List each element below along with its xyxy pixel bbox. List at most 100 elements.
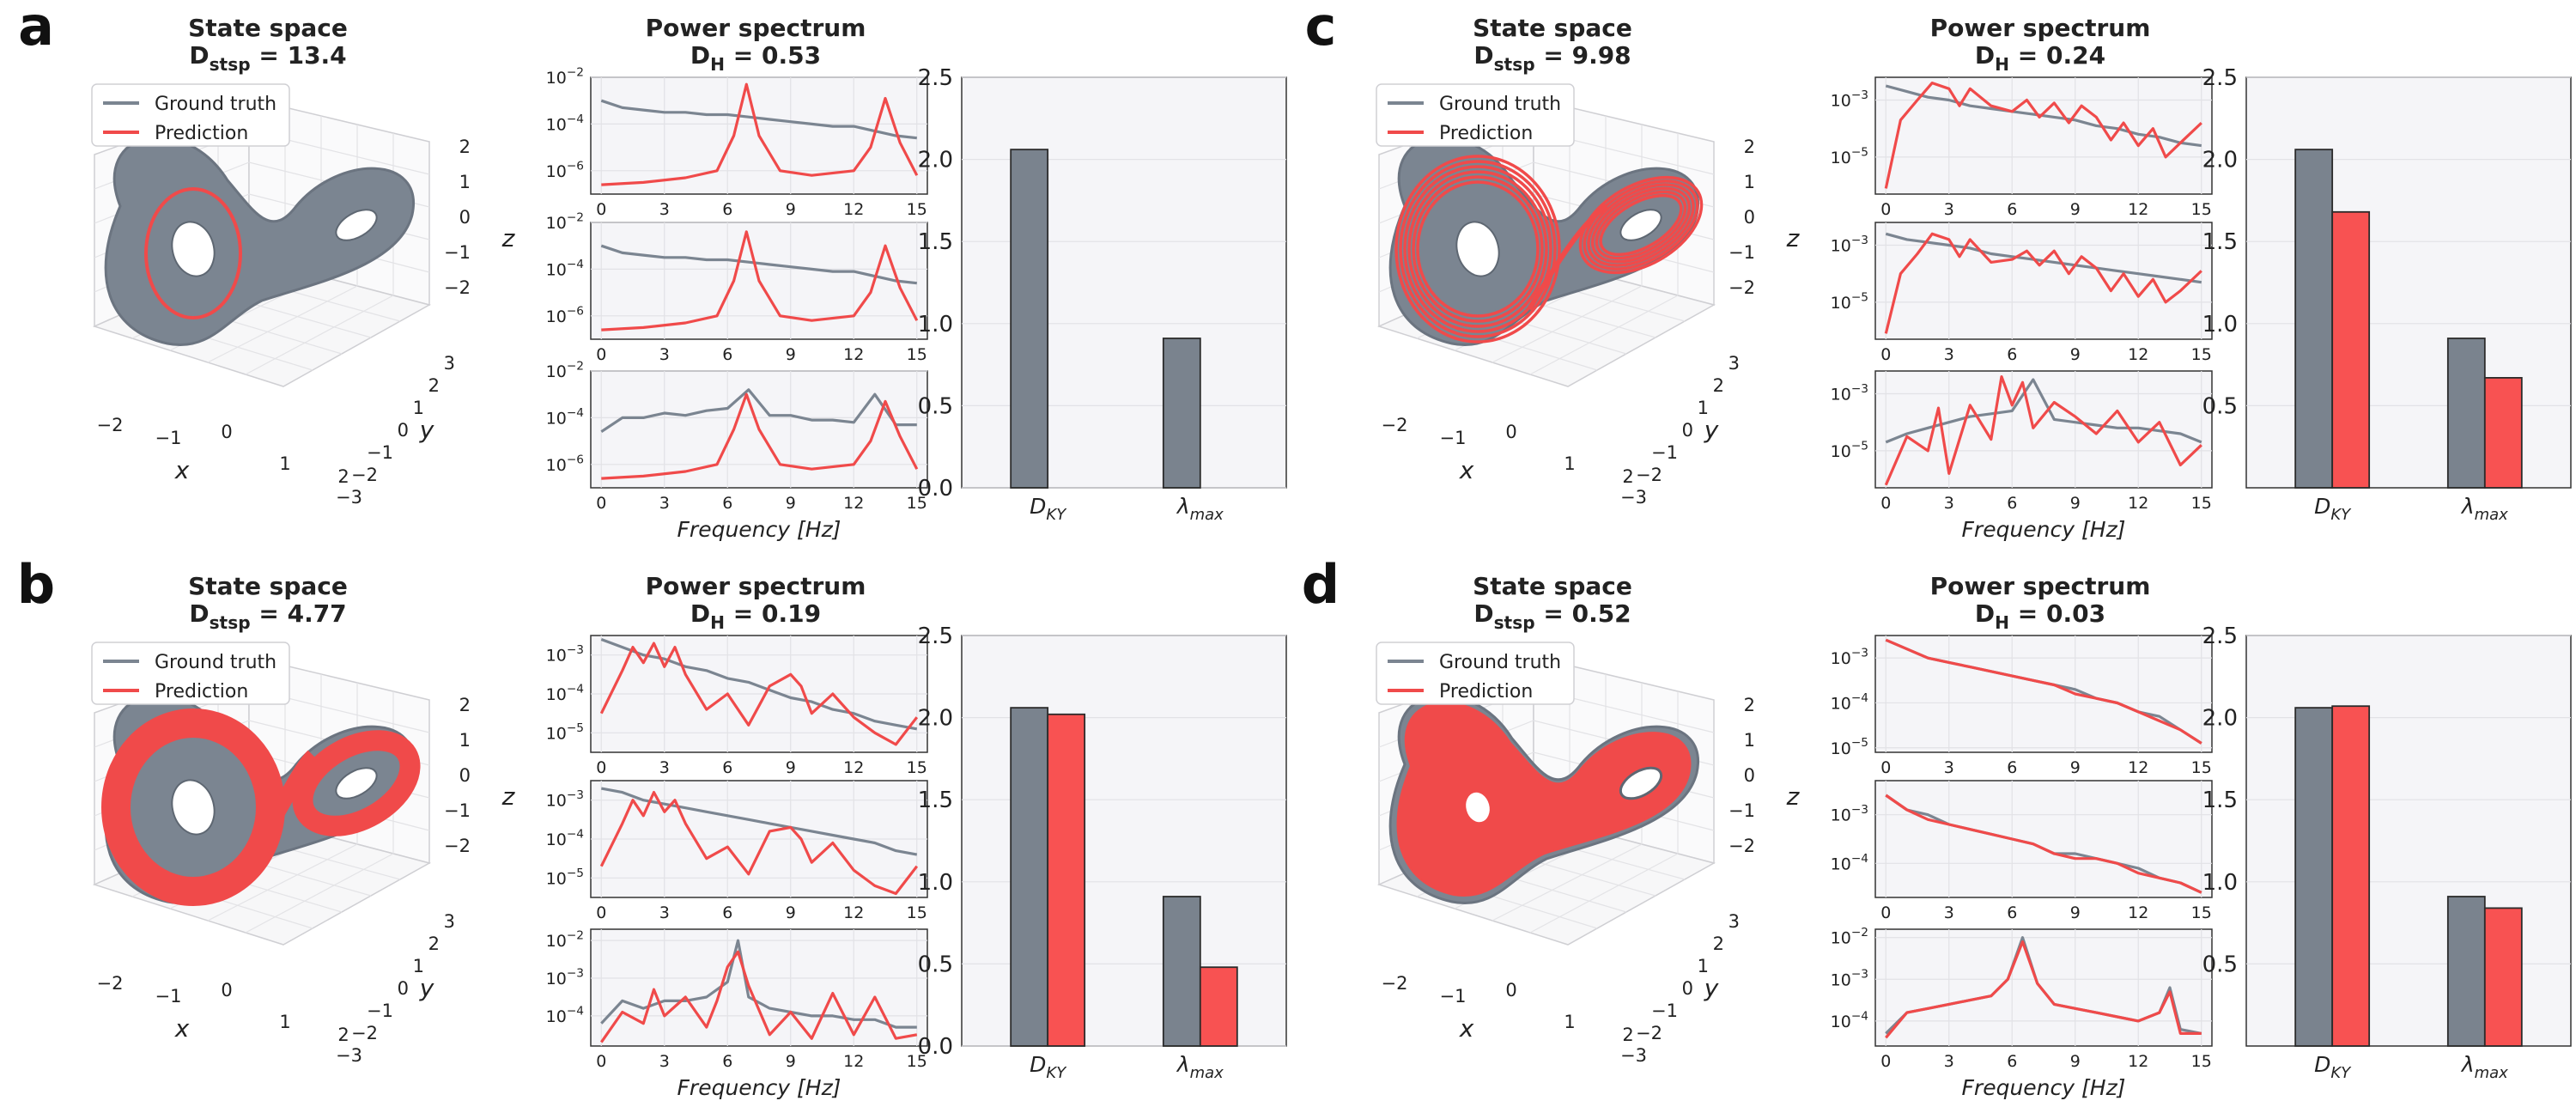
x-tick-label: 0 [596,494,606,513]
frequency-axis-label: Frequency [Hz] [1962,517,2126,542]
x-tick-label: 9 [2070,1052,2081,1071]
prediction-loop [1416,180,1540,318]
y-tick-label-base: 10 [1831,92,1851,111]
y-tick-label: 1.5 [918,788,953,813]
prediction-bar [2331,210,2371,489]
ground-truth-spectrum-line [601,787,918,856]
legend-box [1376,642,1575,705]
bar-category-label: DKY [1030,1052,1067,1082]
bar-category-label-sub: max [1190,1064,1224,1082]
prediction-spectrum-line [601,230,919,331]
dh-metric-value: = 0.53 [725,41,821,70]
prediction-loop [1599,193,1683,257]
y-tick-label: 1.0 [2202,870,2238,896]
ground-truth-spectrum-line [600,638,918,731]
prediction-spectrum-line [1885,940,2202,1039]
prediction-trajectory [1527,204,1608,311]
x-tick-label: 6 [722,758,732,777]
prediction-spectrum-line [1884,81,2202,189]
x-tick-label: 3 [659,200,670,219]
x-tick-label: 6 [722,494,732,513]
y-tick-label: 10−5 [546,867,584,889]
y-tick-label-exp: −5 [1851,439,1868,453]
x-tick-label: 2 [337,1025,349,1045]
y-tick-label-exp: −3 [1851,803,1868,817]
y-tick-label: 10−5 [1831,736,1868,758]
prediction-spectrum-line [601,82,919,186]
x-tick-label: 0 [1880,903,1891,922]
x-axis-label: x [1459,1014,1474,1043]
z-axis-label: z [501,782,516,811]
y-tick-label: −2 [1636,465,1662,485]
y-tick-label-exp: −5 [1851,145,1868,159]
dstsp-metric-main: D [189,41,209,70]
x-tick-label: 15 [907,345,927,364]
panel-letter: b [17,553,55,616]
y-tick-label: 10−4 [1831,852,1868,874]
y-axis-label: y [1704,974,1719,1002]
y-tick-label-exp: −3 [1851,647,1868,660]
x-tick-label: 3 [1944,758,1954,777]
y-tick-label-exp: −2 [567,210,584,224]
spectrum-title: Power spectrum [1930,572,2151,600]
prediction-loop [1412,175,1544,323]
y-tick-label-base: 10 [1831,149,1851,167]
x-tick-label: 6 [2007,494,2017,513]
x-tick-label: 2 [337,466,349,487]
z-tick-label: 2 [1744,137,1755,157]
z-tick-label: −2 [444,836,471,856]
y-tick-label: 1 [1698,398,1709,418]
z-tick-label: 1 [459,730,471,751]
z-tick-label: 2 [459,695,471,715]
legend-ground-truth-label: Ground truth [1439,652,1561,673]
ground-truth-bar [2294,707,2334,1047]
x-tick-label: 6 [2007,758,2017,777]
y-tick-label-base: 10 [1831,970,1851,989]
x-tick-label: −1 [1440,986,1467,1007]
prediction-trajectory [292,730,421,836]
y-tick-label: 10−4 [546,682,584,704]
y-tick-label: 10−4 [546,827,584,849]
x-tick-label: 0 [596,200,606,219]
y-tick-label: 0.0 [918,1034,953,1060]
x-tick-label: 0 [1880,1052,1891,1071]
y-tick-label: 10−5 [1831,439,1868,461]
y-tick-label-exp: −3 [567,788,584,802]
y-tick-label-base: 10 [546,362,567,381]
y-tick-label-exp: −4 [1851,691,1868,705]
dstsp-metric-value: = 0.52 [1535,599,1631,628]
y-tick-label-exp: −4 [567,406,584,420]
x-tick-label: 0 [596,758,606,777]
x-tick-label: 6 [2007,903,2017,922]
attractor-hole [1455,221,1500,277]
prediction-trajectory [144,187,242,319]
ground-truth-spectrum-line [600,388,917,434]
y-tick-label: 10−5 [1831,290,1868,313]
y-tick-label-exp: −5 [567,721,584,735]
dh-metric-sub: H [710,54,725,75]
y-tick-label-base: 10 [1831,806,1851,825]
prediction-spectrum-line [1884,375,2202,486]
y-tick-label: 10−4 [1831,691,1868,714]
bar-category-label: λmax [1176,494,1224,524]
y-tick-label: 10−3 [1831,647,1868,669]
ground-truth-spectrum-line [1885,84,2202,148]
x-tick-label: 12 [2128,1052,2148,1071]
y-tick-label: 1 [1698,956,1709,976]
spectrum-title: Power spectrum [646,14,866,42]
y-tick-label-exp: −4 [567,258,584,271]
x-tick-label: 6 [2007,345,2017,364]
prediction-loop [1407,170,1548,328]
bar-category-label: λmax [1176,1052,1224,1082]
z-tick-label: 0 [459,207,471,228]
x-tick-label: 12 [2128,494,2148,513]
y-tick-label-exp: −3 [567,643,584,657]
spectrum-axes [1874,635,2213,753]
